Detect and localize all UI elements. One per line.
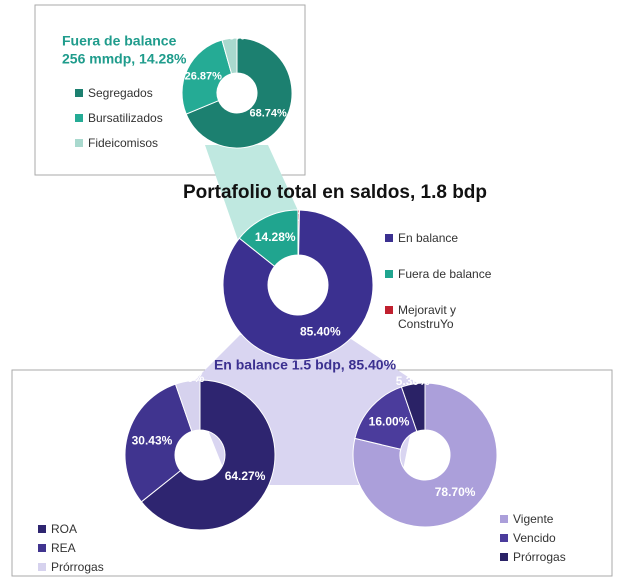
legend-entry: Segregados [75,86,153,100]
legend-label: En balance [398,231,459,245]
legend-label: Prórrogas [51,560,104,574]
legend-swatch [385,306,393,314]
legend-swatch [385,270,393,278]
legend-swatch [38,544,46,552]
legend-swatch [38,563,46,571]
data-label: 4.39% [214,30,245,42]
donut-segment [222,209,374,361]
legend-label: Fideicomisos [88,136,159,150]
legend-swatch [75,139,83,147]
chart-title: Portafolio total en saldos, 1.8 bdp [183,182,487,203]
legend-label: Vencido [513,531,556,545]
legend-label: Vigente [513,512,554,526]
donut-segment [181,39,233,115]
legend-label: Bursatilizados [88,111,163,125]
legend-label: Mejoravit y ConstruYo [398,303,457,331]
legend-entry: REA [38,541,76,555]
legend-entry: Vigente [500,512,553,526]
legend-swatch [500,534,508,542]
data-label: 14.28% [255,230,296,244]
legend-label: REA [51,541,76,555]
legend-entry: Bursatilizados [75,111,163,125]
legend-entry: Fideicomisos [75,136,158,150]
data-label: 5.30% [396,374,430,388]
legend-label: ROA [51,522,78,536]
legend-entry: En balance [385,231,505,245]
legend-label: Segregados [88,86,153,100]
data-label: 5.30% [170,371,204,385]
donut-segment [174,379,201,433]
legend-swatch [75,89,83,97]
legend-entry: ROA [38,522,77,536]
legend-swatch [385,234,393,242]
legend-label: Fuera de balance [398,267,492,281]
legend-label: Prórrogas [513,550,566,564]
chart-title: En balance 1.5 bdp, 85.40% [214,357,397,373]
donut-segment [238,209,299,267]
data-label: 30.43% [132,433,173,447]
legend-entry: Vencido [500,531,556,545]
legend-entry: Prórrogas [500,550,566,564]
donut-segment [140,379,276,531]
legend-swatch [38,525,46,533]
legend-entry: Mejoravit y ConstruYo [385,303,505,331]
data-label: 64.27% [225,469,266,483]
chart-subtitle: 256 mmdp, 14.28% [62,51,187,67]
donut-segment [124,383,193,503]
data-label: 85.40% [300,325,341,339]
legend-swatch [75,114,83,122]
legend-entry: Fuera de balance [385,267,505,281]
legend-swatch [500,553,508,561]
donut-segment [400,382,426,433]
donut-segment [352,382,498,528]
legend-swatch [500,515,508,523]
data-label: 68.74% [250,108,288,120]
donut-segment [221,37,238,75]
donut-segment [185,37,293,149]
legend-entry: Prórrogas [38,560,104,574]
data-label: 16.00% [369,415,410,429]
data-label: 26.87% [185,71,223,83]
data-label: 78.70% [435,485,476,499]
chart-title: Fuera de balance [62,33,177,49]
